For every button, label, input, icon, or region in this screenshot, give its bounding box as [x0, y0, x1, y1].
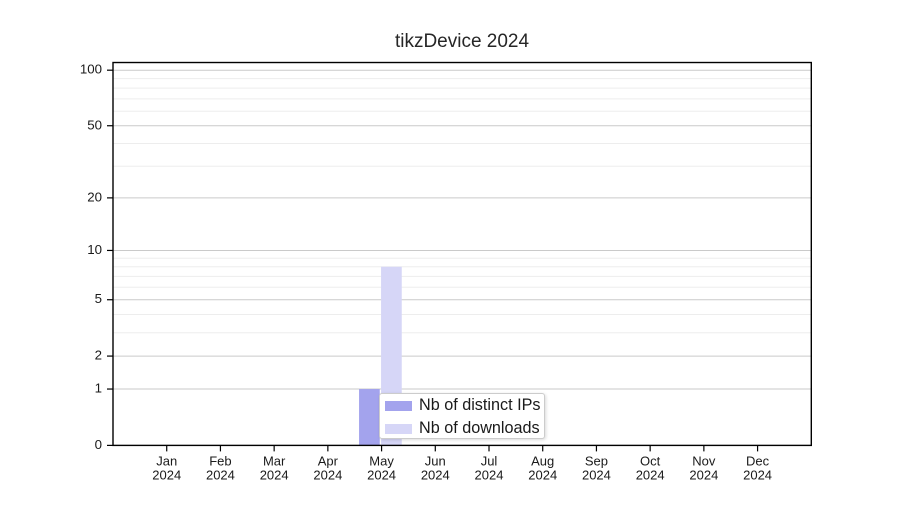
svg-text:2: 2 [95, 348, 102, 363]
svg-text:Feb: Feb [209, 453, 231, 468]
svg-text:0: 0 [95, 437, 102, 452]
svg-text:2024: 2024 [206, 467, 235, 482]
svg-text:Jul: Jul [481, 453, 498, 468]
svg-text:2024: 2024 [528, 467, 557, 482]
svg-text:100: 100 [80, 62, 102, 77]
svg-text:Aug: Aug [531, 453, 554, 468]
svg-text:50: 50 [87, 117, 102, 132]
svg-text:2024: 2024 [689, 467, 718, 482]
svg-text:2024: 2024 [743, 467, 772, 482]
svg-text:5: 5 [95, 291, 102, 306]
svg-text:2024: 2024 [421, 467, 450, 482]
svg-text:Dec: Dec [746, 453, 770, 468]
svg-text:Jun: Jun [425, 453, 446, 468]
svg-text:May: May [369, 453, 394, 468]
svg-text:2024: 2024 [475, 467, 504, 482]
svg-text:2024: 2024 [313, 467, 342, 482]
svg-text:Oct: Oct [640, 453, 661, 468]
svg-text:20: 20 [87, 189, 102, 204]
svg-text:2024: 2024 [367, 467, 396, 482]
svg-text:2024: 2024 [260, 467, 289, 482]
svg-text:Mar: Mar [263, 453, 286, 468]
svg-text:10: 10 [87, 242, 102, 257]
svg-text:Apr: Apr [318, 453, 339, 468]
svg-text:2024: 2024 [636, 467, 665, 482]
svg-text:2024: 2024 [152, 467, 181, 482]
svg-text:Nov: Nov [692, 453, 716, 468]
svg-text:2024: 2024 [582, 467, 611, 482]
svg-text:Jan: Jan [156, 453, 177, 468]
svg-text:1: 1 [95, 381, 102, 396]
svg-text:Sep: Sep [585, 453, 608, 468]
